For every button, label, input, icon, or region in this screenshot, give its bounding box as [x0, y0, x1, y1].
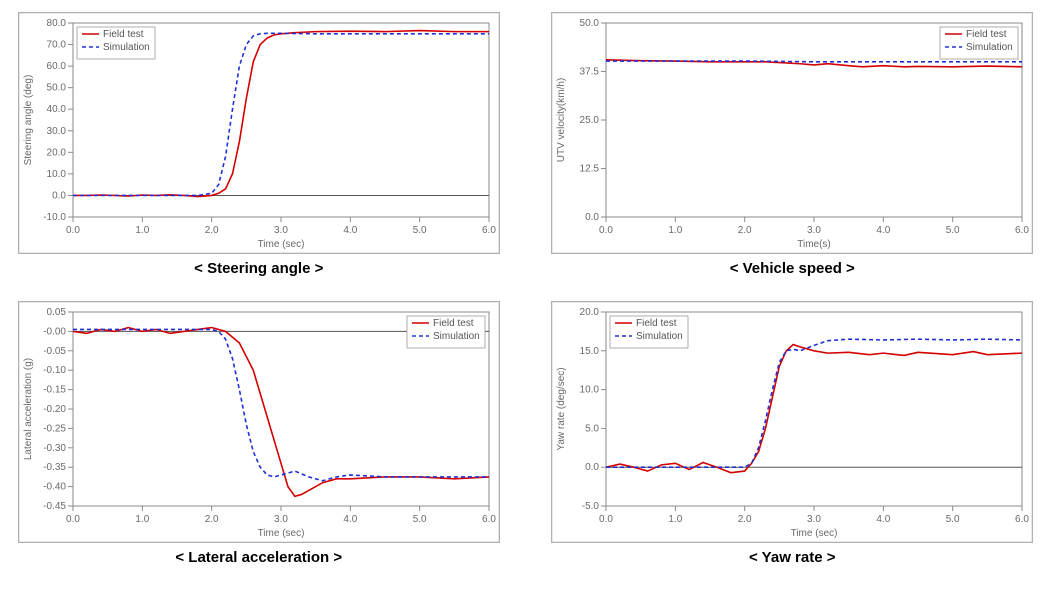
svg-text:0.0: 0.0 [66, 514, 80, 525]
svg-text:5.0: 5.0 [946, 225, 960, 236]
svg-text:-0.15: -0.15 [43, 385, 66, 396]
svg-text:-10.0: -10.0 [43, 212, 66, 223]
svg-text:-0.40: -0.40 [43, 482, 66, 493]
svg-text:6.0: 6.0 [482, 225, 496, 236]
panel-speed: 0.0 1.0 2.0 3.0 4.0 5.0 6.0 0.0 12.5 25.0 37.5 50.0… [546, 12, 1040, 277]
svg-text:37.5: 37.5 [580, 67, 600, 78]
panel-latacc: 0.0 1.0 2.0 3.0 4.0 5.0 6.0 -0.45 -0.40 -0.35 -0.3… [12, 301, 506, 566]
svg-text:4.0: 4.0 [877, 225, 891, 236]
svg-text:4.0: 4.0 [343, 514, 357, 525]
panel-steering: 0.01.02.03.04.05.06.0-10.00.010.020.030.… [12, 12, 506, 277]
svg-text:1.0: 1.0 [669, 225, 683, 236]
svg-text:5.0: 5.0 [946, 514, 960, 525]
svg-text:25.0: 25.0 [580, 115, 600, 126]
svg-text:0.0: 0.0 [66, 225, 80, 236]
svg-text:-5.0: -5.0 [582, 501, 600, 512]
svg-text:Time (sec): Time (sec) [257, 239, 304, 250]
chart-steering: 0.01.02.03.04.05.06.0-10.00.010.020.030.… [18, 12, 500, 254]
svg-text:3.0: 3.0 [274, 514, 288, 525]
svg-text:6.0: 6.0 [1015, 514, 1029, 525]
svg-text:50.0: 50.0 [580, 18, 600, 29]
svg-text:10.0: 10.0 [46, 169, 66, 180]
svg-text:Time(s): Time(s) [797, 239, 831, 250]
svg-text:30.0: 30.0 [46, 126, 66, 137]
panel-yaw: 0.0 1.0 2.0 3.0 4.0 5.0 6.0 -5.0 0.0 5.0 10.0 15.0 2… [546, 301, 1040, 566]
chart-yaw: 0.0 1.0 2.0 3.0 4.0 5.0 6.0 -5.0 0.0 5.0 10.0 15.0 2… [551, 301, 1033, 543]
svg-text:3.0: 3.0 [807, 514, 821, 525]
svg-text:Lateral acceleration (g): Lateral acceleration (g) [23, 358, 34, 460]
svg-text:0.05: 0.05 [46, 307, 66, 318]
svg-text:0.0: 0.0 [599, 225, 613, 236]
svg-text:-0.10: -0.10 [43, 365, 66, 376]
svg-text:2.0: 2.0 [204, 225, 218, 236]
svg-text:0.0: 0.0 [599, 514, 613, 525]
svg-text:2.0: 2.0 [204, 514, 218, 525]
svg-text:UTV velocity(km/h): UTV velocity(km/h) [556, 78, 567, 162]
svg-text:Field test: Field test [636, 318, 677, 329]
svg-text:70.0: 70.0 [46, 40, 66, 51]
svg-text:2.0: 2.0 [738, 514, 752, 525]
svg-text:-0.05: -0.05 [43, 346, 66, 357]
svg-text:-0.45: -0.45 [43, 501, 66, 512]
caption-steering: < Steering angle > [194, 260, 323, 277]
svg-text:5.0: 5.0 [412, 225, 426, 236]
chart-speed: 0.0 1.0 2.0 3.0 4.0 5.0 6.0 0.0 12.5 25.0 37.5 50.0… [551, 12, 1033, 254]
svg-text:0.0: 0.0 [52, 190, 66, 201]
svg-text:5.0: 5.0 [412, 514, 426, 525]
svg-text:10.0: 10.0 [580, 385, 600, 396]
chart-grid: 0.01.02.03.04.05.06.0-10.00.010.020.030.… [12, 12, 1039, 566]
svg-text:-0.30: -0.30 [43, 443, 66, 454]
svg-text:Field test: Field test [966, 29, 1007, 40]
svg-text:0.0: 0.0 [585, 462, 599, 473]
chart-latacc: 0.0 1.0 2.0 3.0 4.0 5.0 6.0 -0.45 -0.40 -0.35 -0.3… [18, 301, 500, 543]
svg-text:60.0: 60.0 [46, 61, 66, 72]
svg-text:3.0: 3.0 [807, 225, 821, 236]
svg-text:6.0: 6.0 [482, 514, 496, 525]
svg-text:40.0: 40.0 [46, 104, 66, 115]
svg-text:12.5: 12.5 [580, 164, 600, 175]
svg-text:Simulation: Simulation [103, 42, 150, 53]
svg-text:Field test: Field test [103, 29, 144, 40]
svg-text:Simulation: Simulation [966, 42, 1013, 53]
svg-text:1.0: 1.0 [669, 514, 683, 525]
svg-text:Time (sec): Time (sec) [257, 528, 304, 539]
svg-text:4.0: 4.0 [877, 514, 891, 525]
svg-text:0.0: 0.0 [585, 212, 599, 223]
svg-text:50.0: 50.0 [46, 83, 66, 94]
svg-text:6.0: 6.0 [1015, 225, 1029, 236]
svg-text:15.0: 15.0 [580, 346, 600, 357]
svg-text:2.0: 2.0 [738, 225, 752, 236]
svg-text:5.0: 5.0 [585, 423, 599, 434]
svg-text:Field test: Field test [433, 318, 474, 329]
svg-text:3.0: 3.0 [274, 225, 288, 236]
svg-text:1.0: 1.0 [135, 225, 149, 236]
caption-yaw: < Yaw rate > [749, 549, 835, 566]
svg-text:Simulation: Simulation [636, 331, 683, 342]
svg-text:80.0: 80.0 [46, 18, 66, 29]
caption-speed: < Vehicle speed > [730, 260, 855, 277]
svg-text:-0.25: -0.25 [43, 423, 66, 434]
svg-text:Yaw rate (deg/sec): Yaw rate (deg/sec) [556, 367, 567, 450]
svg-text:1.0: 1.0 [135, 514, 149, 525]
caption-latacc: < Lateral acceleration > [175, 549, 342, 566]
svg-text:-0.20: -0.20 [43, 404, 66, 415]
svg-text:Simulation: Simulation [433, 331, 480, 342]
svg-text:Steering angle (deg): Steering angle (deg) [23, 75, 34, 166]
svg-text:20.0: 20.0 [46, 147, 66, 158]
svg-text:Time (sec): Time (sec) [791, 528, 838, 539]
svg-text:20.0: 20.0 [580, 307, 600, 318]
svg-text:-0.35: -0.35 [43, 462, 66, 473]
svg-text:4.0: 4.0 [343, 225, 357, 236]
svg-text:-0.00: -0.00 [43, 326, 66, 337]
